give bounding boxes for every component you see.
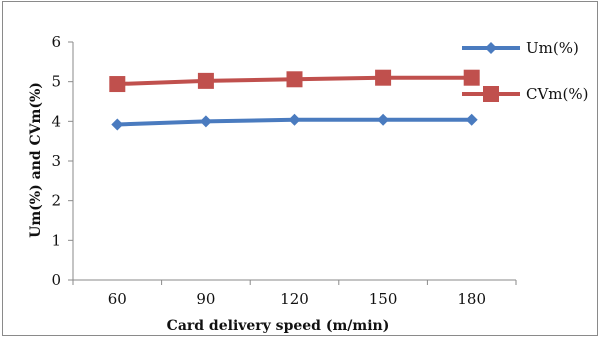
series-cvm xyxy=(109,69,480,93)
data-point-cvm xyxy=(286,71,303,88)
legend-item-cvm: CVm(%) xyxy=(462,85,589,103)
y-tick-label: 6 xyxy=(51,33,61,51)
y-tick-label: 0 xyxy=(51,271,61,289)
tick-labels: 0 1 2 3 4 5 6 60 90 120 150 180 xyxy=(51,33,486,308)
x-tick-label: 120 xyxy=(280,290,309,308)
x-axis-title: Card delivery speed (m/min) xyxy=(167,318,390,334)
y-tick-label: 2 xyxy=(51,192,61,210)
x-tick-label: 180 xyxy=(457,290,486,308)
axes xyxy=(68,41,517,285)
series-um xyxy=(111,113,478,131)
y-axis-title: Um(%) and CVm(%) xyxy=(28,82,44,238)
x-tick-label: 150 xyxy=(369,290,398,308)
data-point-cvm xyxy=(109,76,126,93)
data-point-um xyxy=(377,113,390,126)
x-tick-label: 90 xyxy=(196,290,215,308)
data-point-um xyxy=(199,115,212,128)
data-point-um xyxy=(465,113,478,126)
data-point-cvm xyxy=(197,72,214,89)
legend-label: Um(%) xyxy=(526,39,579,57)
data-point-um xyxy=(111,118,124,131)
y-tick-label: 3 xyxy=(51,152,61,170)
data-point-cvm xyxy=(375,69,392,86)
data-point-um xyxy=(288,113,301,126)
series-layer xyxy=(109,69,480,131)
x-tick-label: 60 xyxy=(108,290,127,308)
y-tick-label: 5 xyxy=(51,73,61,91)
legend-marker xyxy=(483,86,499,102)
y-tick-label: 1 xyxy=(51,231,61,249)
legend-item-um: Um(%) xyxy=(462,39,579,57)
data-point-cvm xyxy=(463,69,480,86)
y-tick-label: 4 xyxy=(51,112,61,130)
legend-marker xyxy=(485,42,497,54)
legend: Um(%) CVm(%) xyxy=(462,39,589,103)
legend-label: CVm(%) xyxy=(526,85,589,103)
